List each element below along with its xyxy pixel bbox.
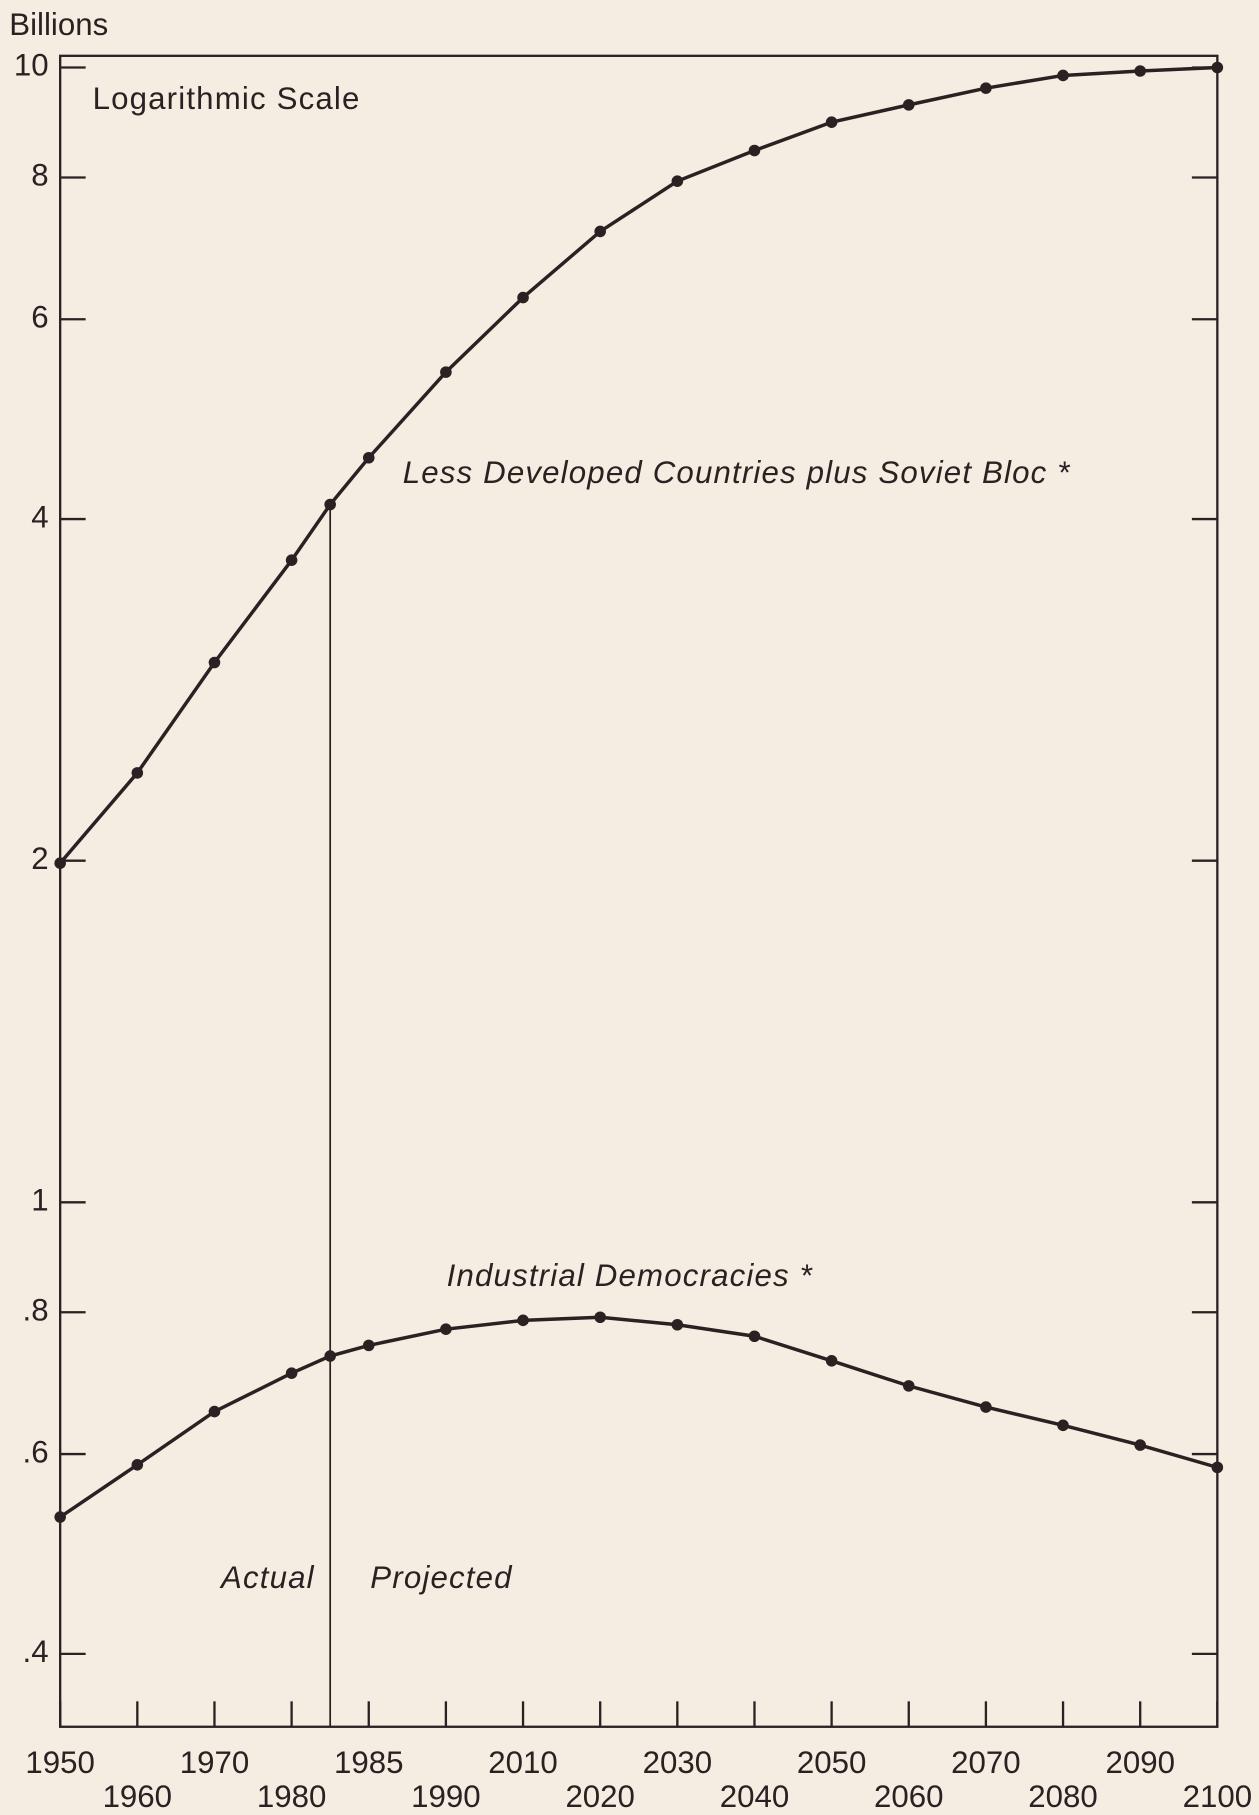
data-point [54,857,66,869]
data-point [285,554,298,566]
x-tick-label: 2060 [874,1779,943,1814]
actual-label: Actual [219,1560,315,1595]
x-tick-label: 2010 [488,1745,557,1780]
data-point [902,99,915,111]
x-tick-label: 1970 [180,1745,249,1780]
data-point [517,291,529,304]
x-tick-label: 2050 [797,1745,866,1780]
data-point [324,1350,336,1362]
x-tick-label: 2020 [565,1779,634,1814]
x-tick-label: 2030 [643,1745,712,1780]
data-point [131,1459,144,1471]
y-tick-label: .4 [23,1634,49,1669]
x-tick-label: 1950 [25,1745,94,1780]
scale-note: Logarithmic Scale [93,81,361,116]
data-point [362,1339,375,1352]
projected-label: Projected [370,1560,513,1595]
data-point [748,144,761,157]
data-point [1211,61,1224,74]
data-point [324,498,336,511]
data-point [54,1511,66,1523]
data-point [1057,69,1069,82]
data-point [1134,65,1146,77]
series-label: Less Developed Countries plus Soviet Blo… [403,455,1071,490]
data-point [1134,1439,1146,1451]
data-point [748,1330,761,1343]
data-point [208,1405,221,1418]
y-tick-label: 8 [31,158,48,193]
x-tick-label: 1990 [411,1779,480,1814]
data-point [902,1380,915,1392]
y-tick-label: 6 [31,300,48,335]
x-tick-label: 1960 [103,1779,172,1814]
x-tick-label: 2100 [1183,1779,1252,1814]
data-point [440,1323,452,1335]
data-point [362,451,375,464]
data-point [1057,1419,1069,1432]
data-point [285,1367,298,1379]
x-tick-label: 2070 [951,1745,1020,1780]
data-point [440,366,452,378]
data-point [517,1314,529,1327]
y-tick-label: 10 [14,48,49,83]
x-tick-label: 2040 [720,1779,789,1814]
x-tick-label: 2090 [1105,1745,1174,1780]
y-tick-label: .8 [23,1293,49,1328]
x-tick-label: 1980 [257,1779,326,1814]
data-point [1211,1461,1224,1474]
data-point [671,175,684,187]
plot-frame [59,54,1219,1728]
data-point [980,1401,992,1413]
data-point [980,82,992,94]
y-tick-label: .6 [23,1434,49,1469]
series-label: Industrial Democracies * [447,1258,813,1293]
data-point [594,1311,606,1324]
y-tick-label: 2 [31,841,48,876]
data-point [825,116,838,128]
data-point [208,656,221,669]
y-axis-label: Billions [9,7,108,42]
y-tick-label: 4 [31,499,48,534]
x-tick-label: 2080 [1028,1779,1097,1814]
data-point [131,767,144,779]
y-tick-label: 1 [31,1183,48,1218]
data-point [671,1318,684,1331]
data-point [825,1354,838,1367]
x-tick-label: 1985 [334,1745,403,1780]
data-point [594,225,606,238]
